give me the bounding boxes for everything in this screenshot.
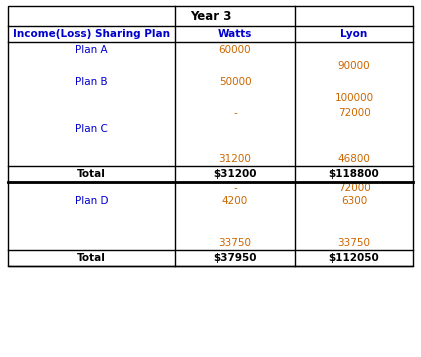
Text: $37950: $37950	[213, 253, 257, 263]
Text: Total: Total	[77, 253, 106, 263]
Text: Watts: Watts	[218, 29, 252, 39]
Text: Plan A: Plan A	[75, 45, 108, 55]
Text: 50000: 50000	[218, 77, 251, 87]
Text: Income(Loss) Sharing Plan: Income(Loss) Sharing Plan	[13, 29, 170, 39]
Text: Plan C: Plan C	[75, 124, 108, 134]
Text: 33750: 33750	[338, 238, 370, 248]
Text: $112050: $112050	[329, 253, 379, 263]
Text: 100000: 100000	[334, 93, 373, 103]
Text: 90000: 90000	[338, 61, 370, 71]
Text: -: -	[233, 108, 237, 118]
Bar	[8, 6, 413, 266]
Text: 46800: 46800	[338, 154, 370, 164]
Text: 60000: 60000	[218, 45, 251, 55]
Text: Lyon: Lyon	[340, 29, 368, 39]
Text: Plan B: Plan B	[75, 77, 108, 87]
Text: Year 3: Year 3	[190, 10, 231, 22]
Text: 4200: 4200	[222, 196, 248, 206]
Text: $31200: $31200	[213, 169, 257, 179]
Text: 6300: 6300	[341, 196, 367, 206]
Text: $118800: $118800	[329, 169, 379, 179]
Text: 72000: 72000	[338, 183, 370, 193]
Text: Total: Total	[77, 169, 106, 179]
Text: 31200: 31200	[218, 154, 251, 164]
Text: -: -	[233, 183, 237, 193]
Text: Plan D: Plan D	[75, 196, 108, 206]
Text: 72000: 72000	[338, 108, 370, 118]
Text: 33750: 33750	[218, 238, 251, 248]
